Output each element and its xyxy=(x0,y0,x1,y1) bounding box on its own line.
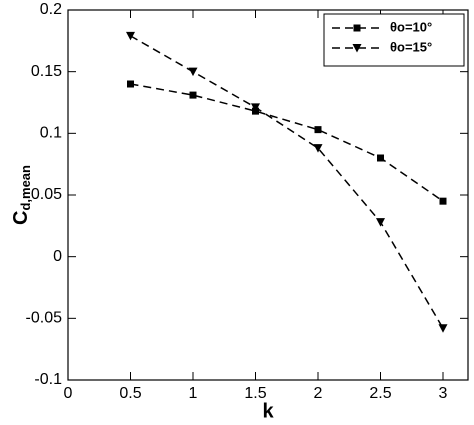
y-axis-label: Cd,mean xyxy=(10,165,33,225)
y-axis-label-group: Cd,mean xyxy=(10,165,33,225)
marker xyxy=(126,31,135,41)
legend-marker xyxy=(352,44,362,53)
legend-marker xyxy=(353,24,361,32)
y-axis-label-main: C xyxy=(10,211,32,225)
marker xyxy=(189,91,197,99)
y-tick-label: 0.05 xyxy=(31,186,62,203)
x-tick-label: 2 xyxy=(314,385,323,402)
x-tick-label: 3 xyxy=(439,385,448,402)
legend-box xyxy=(323,13,465,67)
x-tick-label: 0.5 xyxy=(119,385,141,402)
marker xyxy=(127,80,134,88)
marker xyxy=(188,67,198,77)
y-tick-label: -0.1 xyxy=(34,371,62,388)
legend-label: θo=10° xyxy=(390,19,432,34)
marker xyxy=(438,324,448,333)
x-tick-label: 1.5 xyxy=(244,385,266,402)
marker xyxy=(439,197,447,205)
marker xyxy=(377,154,384,162)
x-tick-label: 0 xyxy=(64,385,73,402)
x-axis-label: k xyxy=(262,400,274,422)
x-tick-label: 1 xyxy=(189,385,198,402)
y-tick-label: 0.1 xyxy=(40,125,62,142)
legend: θo=10° θo=15° xyxy=(323,13,465,67)
y-tick-label: 0 xyxy=(53,248,62,265)
marker xyxy=(313,144,323,153)
series-line xyxy=(130,83,444,202)
y-tick-label: -0.05 xyxy=(26,310,63,327)
marker xyxy=(314,126,322,134)
marker xyxy=(251,103,260,112)
y-tick-label: 0.15 xyxy=(31,63,62,80)
series-line xyxy=(130,35,444,329)
legend-label: θo=15° xyxy=(390,39,432,54)
marker xyxy=(376,218,385,227)
y-axis-label-sub: d,mean xyxy=(18,165,33,211)
y-tick-label: 0.2 xyxy=(40,1,62,18)
x-tick-label: 2.5 xyxy=(369,385,391,402)
